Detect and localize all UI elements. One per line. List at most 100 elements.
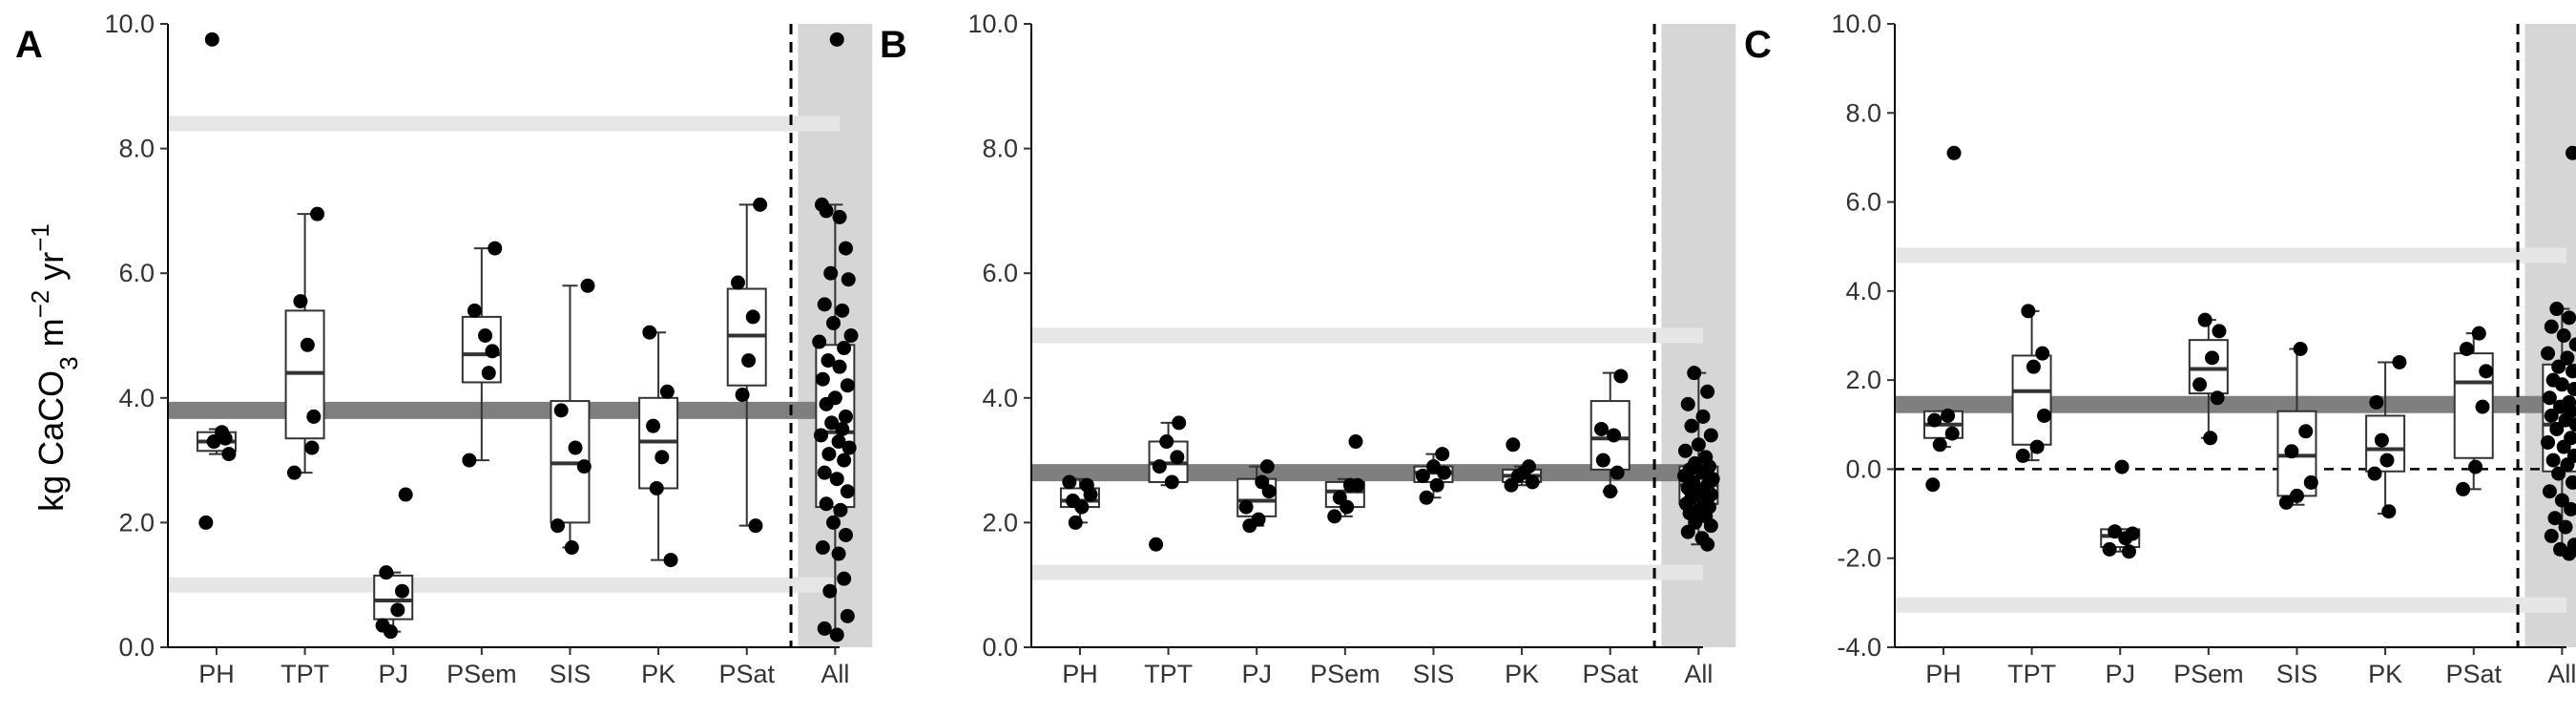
y-tick-label: 10.0 (104, 10, 155, 38)
data-point (1516, 465, 1531, 480)
data-point (1066, 494, 1081, 509)
data-point (1613, 369, 1629, 384)
y-tick-label: 10.0 (1831, 10, 1881, 38)
data-point (1350, 477, 1365, 493)
data-point (2544, 319, 2559, 334)
data-point (2278, 495, 2294, 510)
data-point (745, 309, 760, 325)
data-point (2566, 381, 2576, 396)
data-point (1680, 524, 1695, 539)
data-point (646, 418, 661, 433)
data-point (1435, 447, 1450, 462)
data-point (819, 203, 834, 219)
data-point (841, 272, 856, 287)
data-point (1691, 437, 1706, 453)
data-point (2541, 434, 2556, 450)
data-point (2541, 346, 2556, 361)
y-tick-label: 0.0 (118, 633, 155, 662)
data-point (206, 434, 221, 450)
data-point (829, 472, 844, 487)
data-point (2025, 359, 2041, 374)
data-point (2284, 444, 2299, 459)
data-point (1700, 537, 1715, 552)
data-point (2565, 145, 2576, 160)
y-tick-label: 0.0 (1845, 454, 1881, 483)
data-point (1083, 487, 1098, 502)
data-point (841, 440, 857, 455)
x-tick-label: PSem (2173, 660, 2244, 688)
data-point (2558, 519, 2573, 535)
panel-label: C (1744, 24, 1772, 66)
data-point (831, 546, 846, 561)
data-point (1595, 453, 1610, 468)
data-point (835, 303, 850, 318)
x-tick-label: PSem (447, 660, 517, 688)
data-point (485, 344, 500, 359)
data-point (2203, 431, 2218, 446)
y-tick-label: 0.0 (982, 633, 1018, 662)
data-point (2468, 459, 2483, 474)
x-tick-label: PK (641, 660, 675, 688)
data-point (2108, 524, 2123, 539)
x-tick-label: PJ (378, 660, 408, 688)
data-point (2545, 453, 2561, 468)
data-point (817, 465, 832, 480)
data-point (2542, 390, 2557, 406)
data-point (2549, 302, 2565, 317)
data-point (840, 484, 855, 499)
y-tick-label: 4.0 (1845, 277, 1881, 305)
box-TPT (2011, 309, 2052, 462)
data-point (1068, 515, 1083, 530)
data-point (1695, 409, 1711, 424)
data-point (551, 518, 566, 534)
y-tick-label: -2.0 (1837, 544, 1881, 573)
data-point (822, 583, 838, 599)
box-SIS (550, 284, 591, 549)
data-point (840, 378, 855, 393)
data-point (2114, 459, 2129, 474)
x-tick-label: SIS (2276, 660, 2318, 688)
data-point (663, 553, 678, 568)
data-point (1429, 477, 1444, 493)
data-point (1703, 428, 1718, 443)
data-point (580, 278, 595, 293)
data-point (1172, 415, 1187, 431)
data-point (2556, 439, 2571, 454)
box-PSat (726, 203, 767, 527)
x-tick-label: PJ (2105, 660, 2135, 688)
data-point (1694, 465, 1710, 480)
data-point (564, 540, 579, 556)
data-point (2562, 310, 2576, 326)
data-point (1149, 537, 1164, 552)
data-point (819, 496, 834, 512)
x-tick-label: TPT (280, 660, 329, 688)
data-point (649, 480, 664, 495)
data-point (1159, 434, 1174, 450)
y-axis-title-sup2: −1 (26, 223, 54, 252)
box-PK (638, 331, 679, 561)
data-point (2021, 304, 2036, 319)
data-point (2564, 501, 2576, 516)
data-point (2293, 341, 2308, 356)
y-tick-label: 8.0 (118, 135, 155, 163)
data-point (576, 459, 592, 474)
data-point (286, 465, 301, 480)
x-tick-label: PH (1062, 660, 1098, 688)
data-point (1925, 477, 1941, 493)
data-point (1700, 384, 1715, 399)
data-point (1348, 434, 1363, 450)
data-point (2205, 350, 2220, 366)
data-point (817, 621, 832, 636)
y-axis-title: kg CaCO3 m−2 yr−1 (26, 223, 83, 512)
y-axis-title-sup1: −2 (26, 290, 54, 319)
data-point (1606, 428, 1621, 443)
data-point (2197, 312, 2212, 327)
data-point (2568, 417, 2576, 432)
data-point (2471, 326, 2486, 341)
data-point (2556, 328, 2571, 343)
y-tick-label: 2.0 (118, 508, 155, 537)
y-axis-title-base: kg CaCO (31, 370, 71, 512)
data-point (837, 571, 852, 586)
data-point (812, 334, 827, 349)
